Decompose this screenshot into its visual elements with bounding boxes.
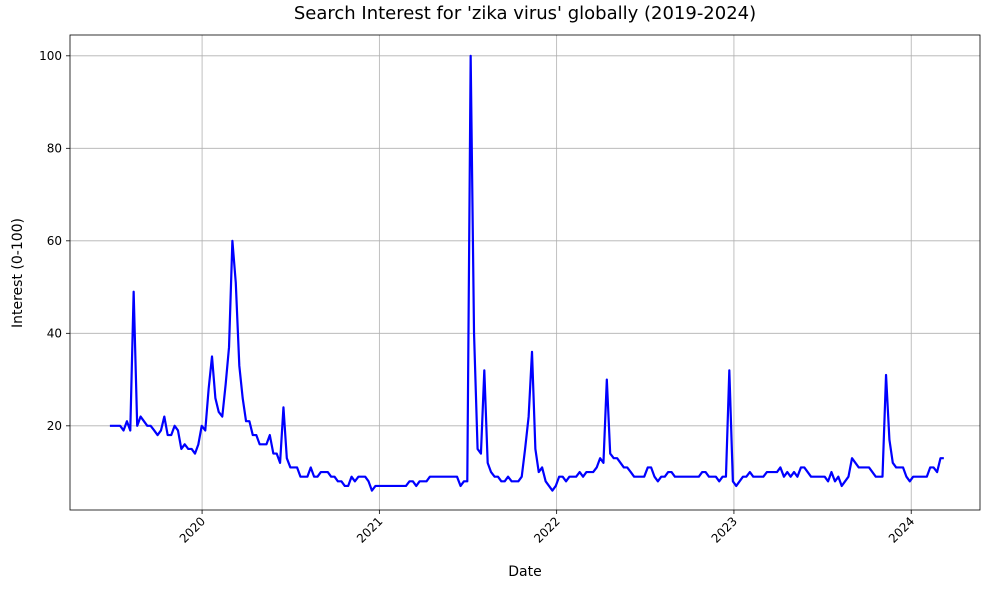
y-tick-label: 60 (47, 234, 62, 248)
x-tick-label: 2021 (354, 514, 385, 545)
data-line (109, 54, 944, 492)
x-axis-label: Date (508, 564, 541, 580)
x-tick-label: 2024 (886, 514, 917, 545)
y-axis-label: Interest (0-100) (10, 218, 26, 328)
y-tick-label: 80 (47, 141, 62, 155)
y-tick-label: 20 (47, 419, 62, 433)
x-tick-label: 2022 (531, 514, 562, 545)
chart-title: Search Interest for 'zika virus' globall… (294, 3, 756, 24)
x-tick-label: 2023 (709, 514, 740, 545)
y-tick-label: 40 (47, 326, 62, 340)
plot-frame (69, 34, 981, 511)
x-tick-label: 2020 (177, 514, 208, 545)
y-tick-label: 100 (39, 49, 62, 63)
